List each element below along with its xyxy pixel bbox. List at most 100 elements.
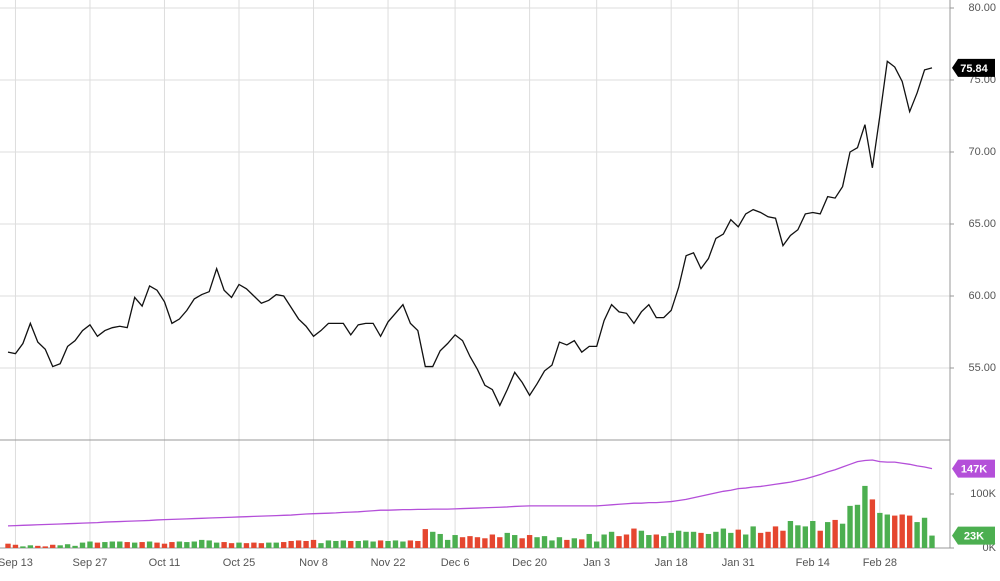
volume-bar — [146, 541, 153, 548]
volume-bar — [288, 540, 294, 548]
y-tick-label: 75.00 — [968, 74, 996, 86]
volume-bar — [653, 534, 659, 548]
volume-average-tag: 147K — [961, 464, 987, 476]
volume-bar — [124, 542, 130, 548]
volume-bar — [72, 545, 78, 548]
volume-bar — [608, 531, 615, 548]
volume-bar — [184, 542, 190, 548]
y-tick-label: 55.00 — [968, 362, 996, 374]
volume-bar — [921, 517, 928, 548]
volume-bar — [12, 544, 19, 548]
volume-bar — [899, 514, 905, 548]
last-price-tag-bg — [952, 58, 995, 77]
volume-bar — [407, 540, 414, 548]
volume-bar — [534, 537, 540, 548]
volume-bar — [415, 540, 421, 548]
volume-bar — [497, 537, 503, 548]
x-tick-label: Feb 28 — [863, 557, 897, 569]
volume-bar — [817, 530, 823, 548]
last-price-tag: 75.84 — [960, 63, 988, 75]
volume-bar — [839, 523, 846, 548]
volume-bar — [437, 533, 443, 548]
volume-bar — [713, 531, 719, 548]
volume-bar — [690, 531, 697, 548]
volume-bar — [504, 532, 510, 548]
volume-bar — [847, 505, 853, 548]
volume-bar — [333, 540, 339, 548]
volume-bar — [154, 542, 160, 548]
volume-bar — [191, 541, 197, 548]
volume-bar — [780, 530, 786, 548]
y-tick-label: 0K — [983, 542, 997, 554]
volume-bar — [489, 534, 496, 548]
volume-bar — [772, 526, 779, 548]
volume-bar — [512, 535, 518, 548]
x-tick-label: Nov 8 — [299, 557, 328, 569]
volume-bar — [623, 534, 630, 548]
volume-bar — [743, 534, 749, 548]
volume-bar — [549, 540, 555, 548]
volume-bar — [556, 537, 563, 548]
x-tick-label: Dec 6 — [441, 557, 470, 569]
volume-bar — [474, 537, 481, 548]
volume-bar — [720, 528, 727, 548]
volume-bar — [392, 540, 399, 548]
volume-bar — [884, 514, 890, 548]
volume-bar — [348, 540, 354, 548]
volume-bar — [161, 543, 168, 548]
volume-bar — [675, 530, 682, 548]
volume-bar — [117, 541, 123, 548]
grid — [0, 0, 950, 548]
volume-bar — [661, 536, 667, 548]
volume-bar — [586, 533, 592, 548]
volume-bar — [616, 536, 622, 548]
volume-bar — [892, 515, 898, 548]
volume-bar — [42, 546, 48, 548]
volume-bar — [571, 538, 578, 548]
volume-bar — [131, 542, 138, 548]
volume-bar — [750, 526, 756, 548]
volume-bar — [94, 542, 101, 548]
volume-bar — [266, 542, 272, 548]
volume-bar — [526, 535, 533, 548]
x-tick-label: Oct 25 — [223, 557, 255, 569]
volume-bar — [385, 540, 391, 548]
volume-bar — [206, 540, 212, 548]
volume-bar — [802, 526, 809, 548]
volume-average-tag-bg — [952, 459, 995, 478]
volume-bar — [631, 528, 637, 548]
volume-bar — [362, 540, 369, 548]
x-tick-label: Sep 13 — [0, 557, 33, 569]
volume-bar — [79, 542, 86, 548]
volume-bar — [318, 543, 324, 548]
y-tick-label: 65.00 — [968, 218, 996, 230]
volume-bar — [176, 541, 183, 548]
volume-bar — [519, 538, 525, 548]
volume-bar — [199, 539, 205, 548]
volume-bar — [593, 541, 600, 548]
last-volume-tag: 23K — [964, 530, 984, 542]
last-volume-tag-bg — [952, 526, 995, 545]
volume-bar — [273, 542, 279, 548]
volume-bar — [251, 542, 257, 548]
volume-bar — [236, 542, 242, 548]
volume-bar — [325, 540, 332, 548]
volume-bar — [444, 539, 451, 548]
volume-bar — [295, 540, 302, 548]
volume-bar — [355, 540, 361, 548]
volume-bar — [862, 485, 868, 548]
volume-bar — [467, 536, 473, 548]
volume-average-line — [7, 459, 933, 527]
volume-bar — [698, 532, 704, 548]
volume-bar — [564, 539, 570, 548]
volume-bar — [638, 530, 645, 548]
volume-bar — [102, 542, 108, 548]
volume-bar — [757, 532, 764, 548]
volume-bar — [243, 543, 250, 548]
x-tick-label: Dec 20 — [512, 557, 547, 569]
x-tick-label: Jan 31 — [722, 557, 755, 569]
y-tick-label: 60.00 — [968, 290, 996, 302]
volume-bar — [87, 541, 93, 548]
price-line — [7, 60, 933, 407]
volume-bar — [914, 522, 920, 548]
